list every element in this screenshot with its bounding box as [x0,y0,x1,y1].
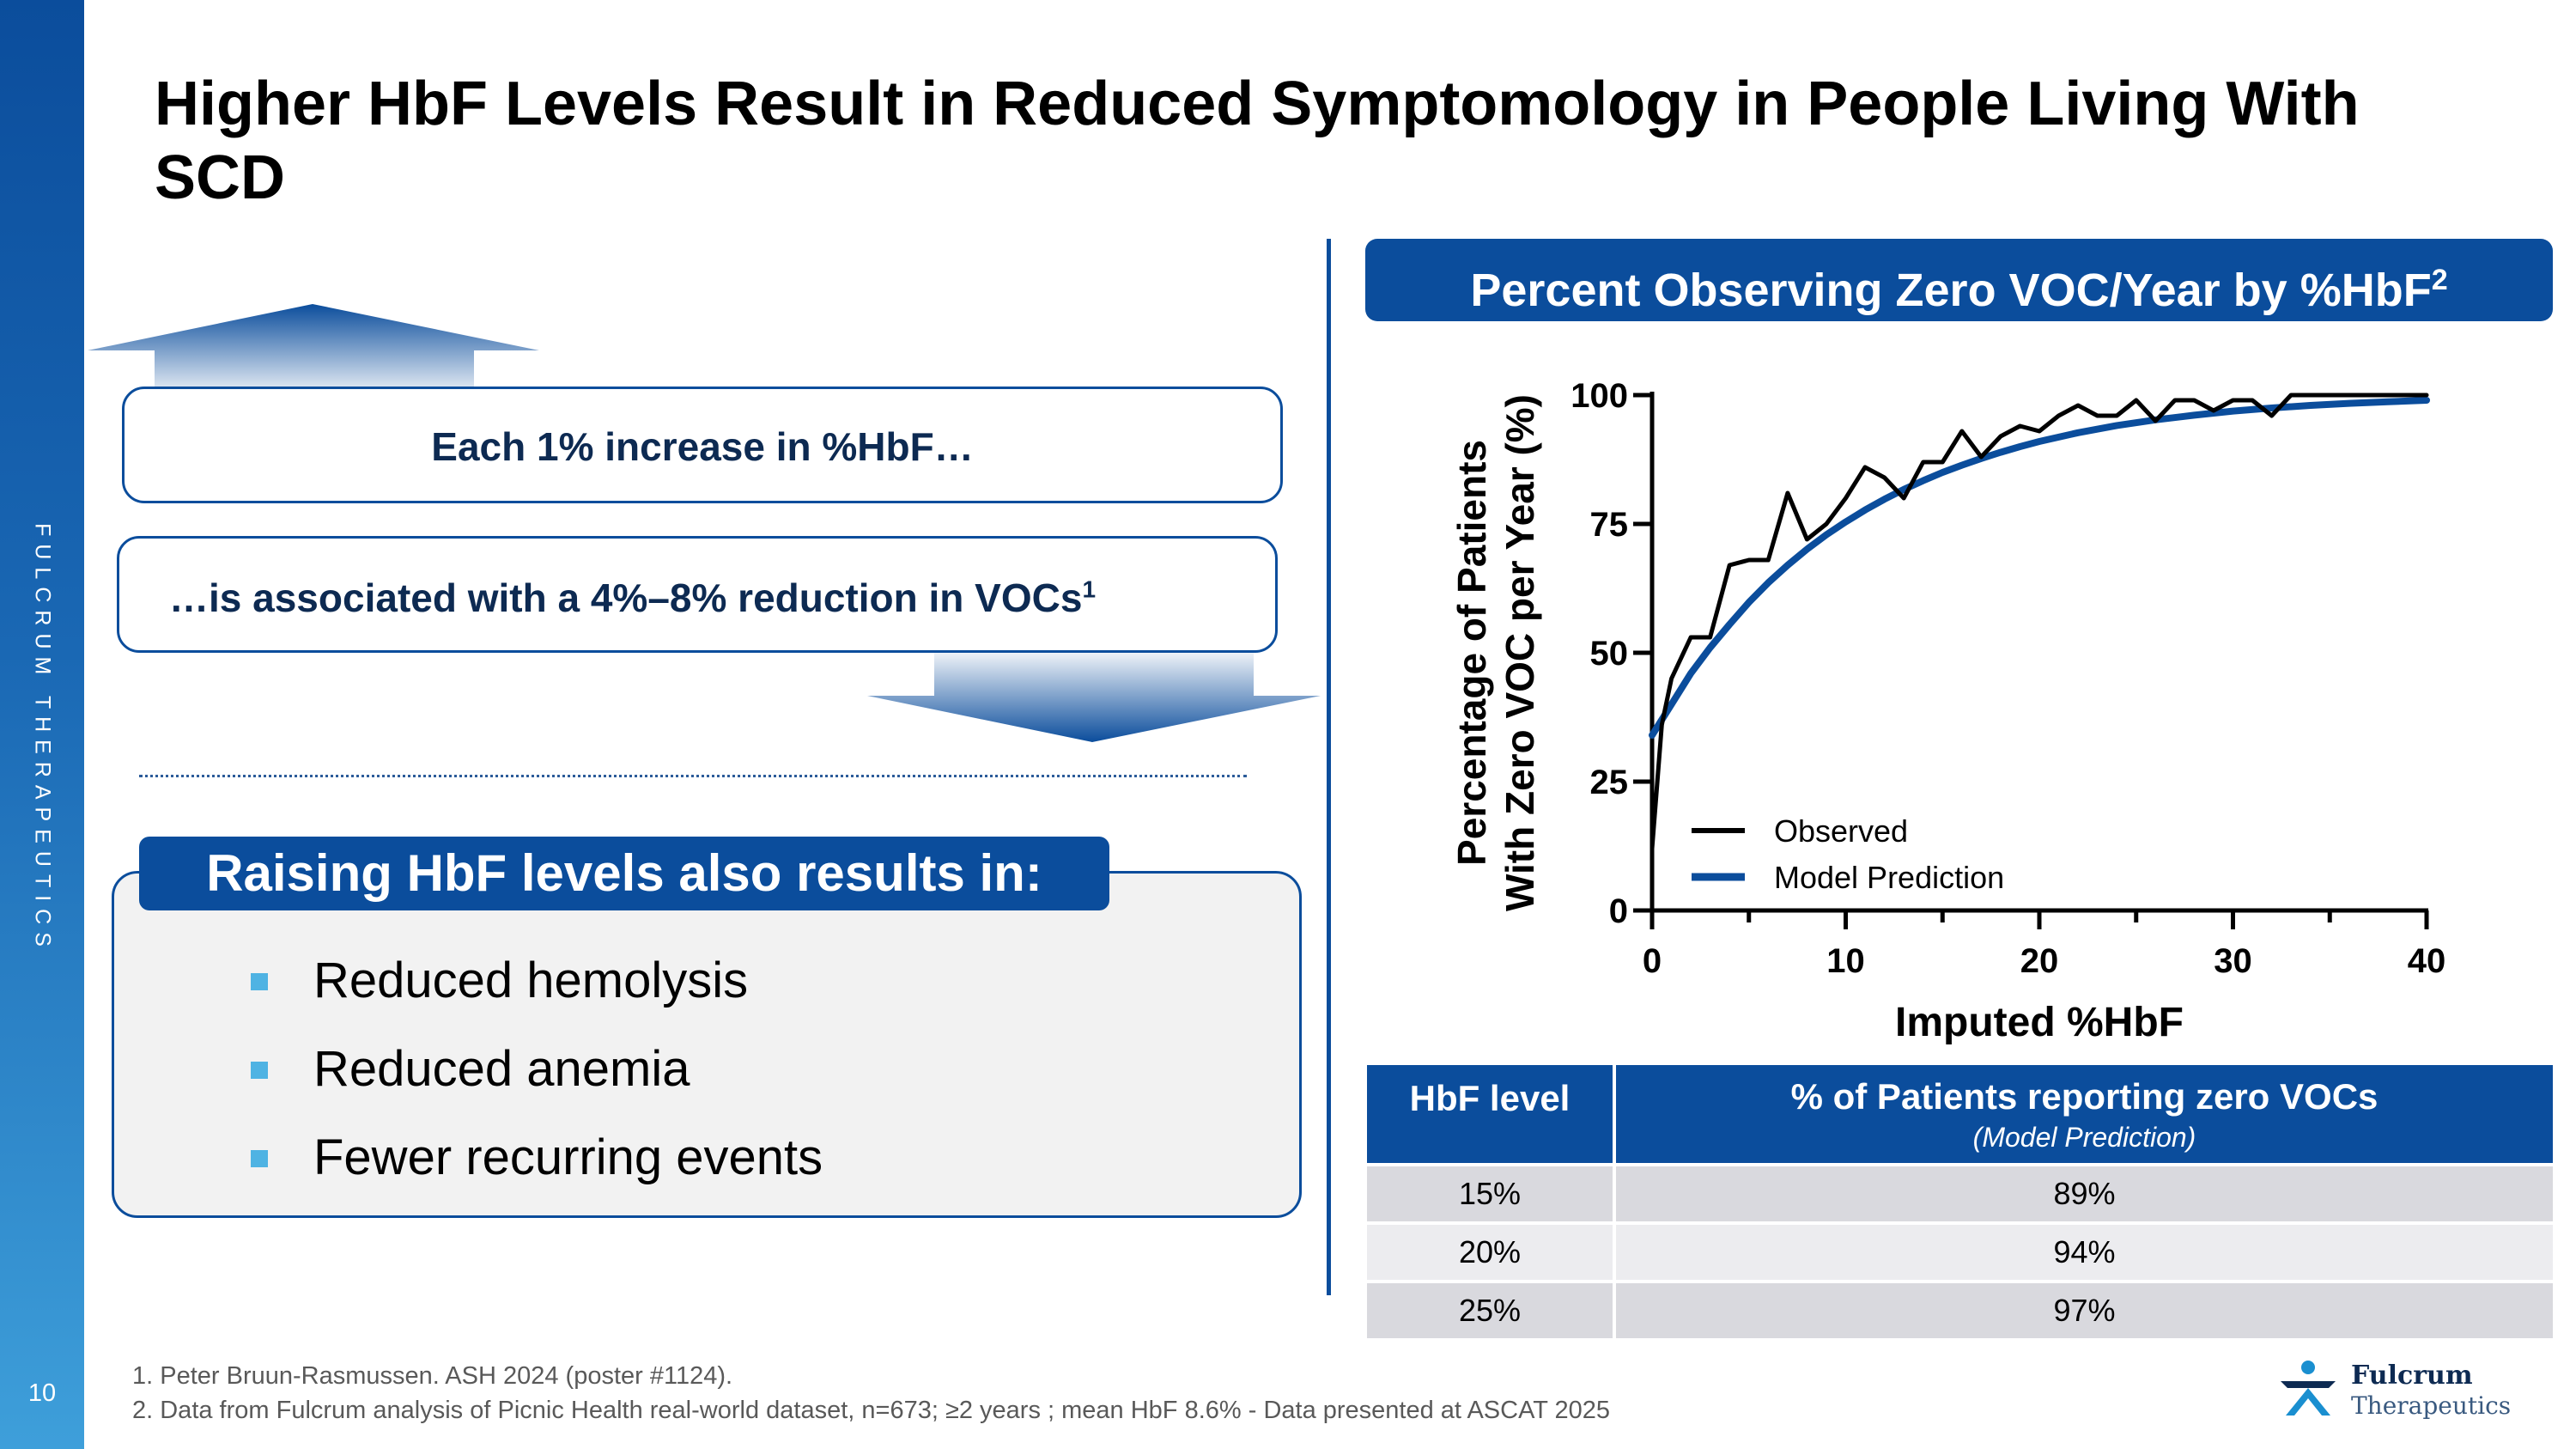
zero-voc-chart: 0 25 50 75 100 0 10 20 30 40 Percentage of Patien… [1449,377,2446,1045]
dotted-divider [139,775,1247,777]
sidebar-brand: FULCRUM THERAPEUTICS [30,523,55,954]
voc-reduction-text: …is associated with a 4%–8% reduction in… [169,575,1096,621]
table-subheader: (Model Prediction) [1972,1122,2196,1153]
y-axis-label-line1: Percentage of Patients [1449,440,1494,866]
down-arrow-icon [867,646,1321,742]
footnote-2: 2. Data from Fulcrum analysis of Picnic … [132,1397,1611,1424]
benefit-item: Fewer recurring events [313,1129,823,1185]
benefits-header: Raising HbF levels also results in: [139,837,1109,910]
benefits-panel [112,871,1302,1218]
prediction-table: HbF level % of Patients reporting zero V… [1367,1065,2553,1340]
logo-line1: Fulcrum [2351,1361,2473,1391]
footnote-ref-2: 2 [2431,264,2448,296]
footnote-ref-1: 1 [1082,575,1097,603]
bullet-icon [251,1150,268,1167]
y-tick-label: 25 [1590,764,1629,801]
table-cell: 89% [1616,1166,2553,1221]
page-number: 10 [27,1379,57,1407]
y-tick-label: 75 [1590,506,1629,544]
bullet-icon [251,1062,268,1079]
up-arrow-icon [88,304,539,402]
legend-model-label: Model Prediction [1774,860,2004,895]
x-tick-label: 30 [2214,942,2252,980]
hbf-increase-text: Each 1% increase in %HbF… [431,424,974,469]
model-prediction-line [1649,397,2430,739]
logo-line2: Therapeutics [2351,1391,2512,1420]
table-header-pct-label: % of Patients reporting zero VOCs [1790,1076,2379,1117]
table-cell: 20% [1367,1225,1613,1280]
voc-reduction-label: …is associated with a 4%–8% reduction in… [169,575,1083,620]
chart-title-banner: Percent Observing Zero VOC/Year by %HbF2 [1365,239,2553,321]
x-tick-label: 40 [2408,942,2446,980]
y-axis-label-line2: With Zero VOC per Year (%) [1498,394,1542,911]
x-tick-label: 20 [2020,942,2059,980]
y-tick-label: 0 [1609,892,1628,930]
hbf-increase-box: Each 1% increase in %HbF… [122,387,1283,503]
chart-title: Percent Observing Zero VOC/Year by %HbF [1470,265,2432,316]
table-header-pct: % of Patients reporting zero VOCs (Model… [1616,1065,2553,1163]
observed-line [1649,393,2429,851]
sidebar: FULCRUM THERAPEUTICS 10 [0,0,84,1449]
x-tick-label: 0 [1643,942,1662,980]
benefit-item: Reduced anemia [313,1041,690,1097]
y-tick-label: 100 [1571,377,1628,415]
table-cell: 94% [1616,1225,2553,1280]
y-tick-label: 50 [1590,635,1629,673]
page-title: Higher HbF Levels Result in Reduced Symp… [155,70,2360,213]
fulcrum-logo-icon [2281,1361,2336,1416]
table-header-hbf: HbF level [1367,1065,1613,1163]
benefit-item: Reduced hemolysis [313,953,749,1008]
legend-observed-label: Observed [1774,813,1908,849]
table-cell: 25% [1367,1283,1613,1338]
x-tick-label: 10 [1826,942,1865,980]
voc-reduction-box: …is associated with a 4%–8% reduction in… [117,536,1278,653]
bullet-icon [251,973,268,990]
footnote-1: 1. Peter Bruun-Rasmussen. ASH 2024 (post… [132,1362,733,1390]
vertical-divider [1327,239,1331,1295]
table-cell: 15% [1367,1166,1613,1221]
x-axis-label: Imputed %HbF [1895,1000,2184,1045]
table-cell: 97% [1616,1283,2553,1338]
